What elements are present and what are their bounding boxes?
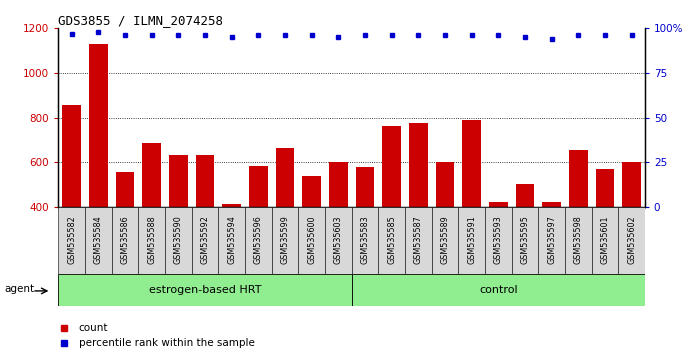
Bar: [355, 167, 375, 296]
Bar: [436, 162, 454, 296]
Bar: [351, 207, 378, 274]
Bar: [565, 207, 591, 274]
Bar: [245, 207, 272, 274]
Bar: [409, 123, 427, 296]
Text: GSM535596: GSM535596: [254, 215, 263, 264]
Text: GSM535602: GSM535602: [627, 215, 636, 264]
Bar: [378, 207, 405, 274]
Bar: [169, 155, 187, 296]
Bar: [165, 207, 191, 274]
Bar: [298, 207, 325, 274]
Text: GSM535588: GSM535588: [147, 215, 156, 264]
Bar: [272, 207, 298, 274]
Text: GSM535582: GSM535582: [67, 215, 76, 264]
Text: GSM535603: GSM535603: [334, 215, 343, 264]
Text: GSM535592: GSM535592: [200, 215, 209, 264]
Text: GSM535595: GSM535595: [521, 215, 530, 264]
Bar: [431, 207, 458, 274]
Bar: [276, 148, 294, 296]
Bar: [595, 169, 614, 296]
Bar: [196, 155, 214, 296]
Bar: [325, 207, 352, 274]
Bar: [622, 162, 641, 296]
Text: GSM535590: GSM535590: [174, 215, 182, 264]
Bar: [58, 207, 85, 274]
Bar: [591, 207, 618, 274]
Bar: [139, 207, 165, 274]
Bar: [489, 201, 508, 296]
Bar: [485, 207, 512, 274]
Bar: [542, 201, 561, 296]
Text: GSM535587: GSM535587: [414, 215, 423, 264]
Text: GSM535593: GSM535593: [494, 215, 503, 264]
Text: GSM535599: GSM535599: [281, 215, 289, 264]
Bar: [58, 274, 351, 306]
Text: GSM535598: GSM535598: [573, 215, 582, 264]
Text: GSM535584: GSM535584: [94, 215, 103, 264]
Bar: [89, 44, 108, 296]
Text: control: control: [479, 285, 517, 295]
Text: GSM535589: GSM535589: [440, 215, 449, 264]
Text: GSM535601: GSM535601: [600, 215, 609, 264]
Bar: [351, 274, 645, 306]
Text: agent: agent: [5, 284, 35, 294]
Bar: [62, 105, 81, 296]
Bar: [303, 176, 321, 296]
Bar: [569, 150, 587, 296]
Text: GSM535594: GSM535594: [227, 215, 236, 264]
Text: count: count: [79, 322, 108, 332]
Bar: [191, 207, 218, 274]
Text: GSM535597: GSM535597: [547, 215, 556, 264]
Text: GSM535585: GSM535585: [387, 215, 396, 264]
Text: GSM535591: GSM535591: [467, 215, 476, 264]
Bar: [112, 207, 139, 274]
Bar: [512, 207, 539, 274]
Text: estrogen-based HRT: estrogen-based HRT: [149, 285, 261, 295]
Bar: [249, 166, 268, 296]
Text: GDS3855 / ILMN_2074258: GDS3855 / ILMN_2074258: [58, 14, 224, 27]
Bar: [405, 207, 431, 274]
Bar: [222, 204, 241, 296]
Bar: [142, 143, 161, 296]
Text: GSM535583: GSM535583: [360, 215, 369, 264]
Bar: [516, 184, 534, 296]
Bar: [116, 172, 134, 296]
Bar: [539, 207, 565, 274]
Bar: [85, 207, 112, 274]
Bar: [218, 207, 245, 274]
Bar: [458, 207, 485, 274]
Bar: [462, 120, 481, 296]
Text: GSM535586: GSM535586: [121, 215, 130, 264]
Bar: [329, 162, 348, 296]
Text: percentile rank within the sample: percentile rank within the sample: [79, 338, 255, 348]
Text: GSM535600: GSM535600: [307, 215, 316, 264]
Bar: [382, 126, 401, 296]
Bar: [618, 207, 645, 274]
